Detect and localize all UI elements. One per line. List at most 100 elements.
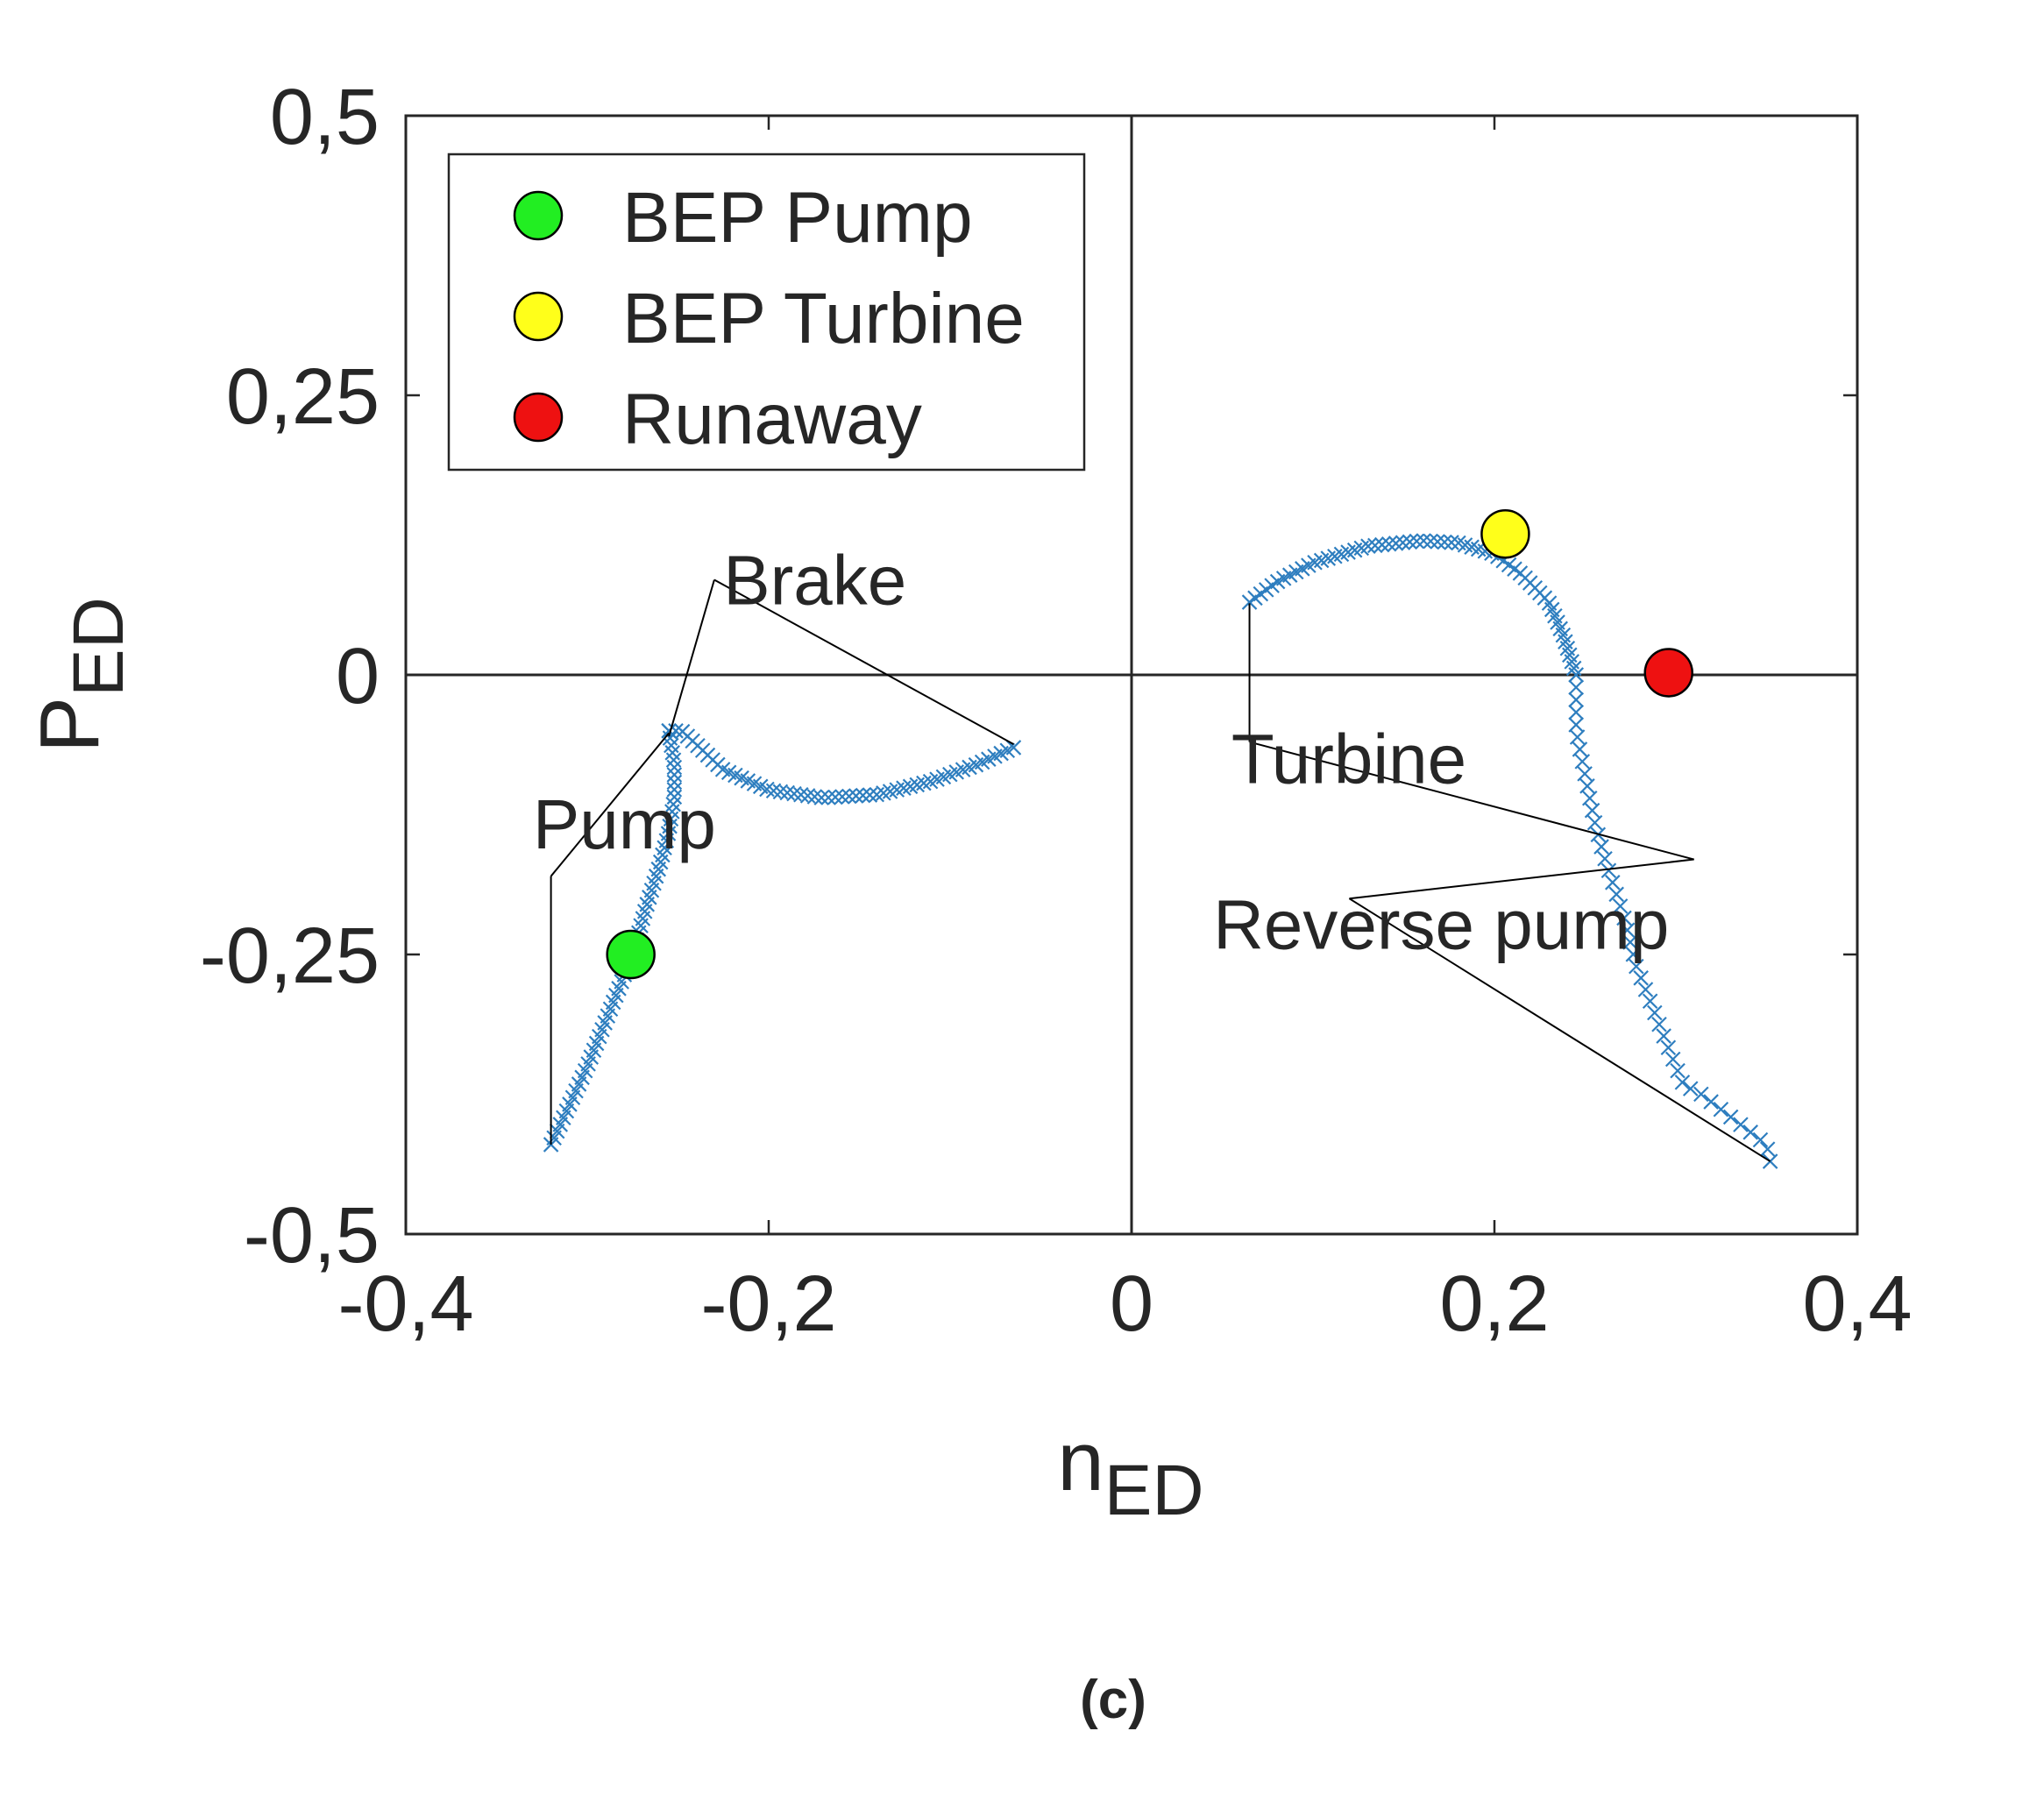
legend: BEP Pump BEP Turbine Runaway [447,153,1086,472]
data-point-marker [1742,1125,1758,1140]
y-tick-label: 0,5 [270,74,380,161]
y-axis-label-sub: ED [59,597,138,697]
data-point-marker [1674,1075,1691,1090]
data-point-marker [1569,729,1586,745]
data-point-marker [661,723,677,739]
annotation-leader-line [550,732,670,877]
x-axis-label-main: n [1057,1415,1104,1508]
x-tick-label: 0 [1110,1260,1153,1348]
data-point-marker [834,789,850,805]
legend-label: Runaway [622,380,922,459]
data-point-marker [1593,839,1609,855]
annotation-leader-line [1348,898,1771,1162]
data-point-marker [1633,970,1649,986]
data-point-marker [1625,947,1642,962]
data-series [543,533,1778,1169]
data-point-marker [1437,534,1452,550]
data-point-marker [786,785,802,802]
highlight-points [606,508,1693,980]
data-point-marker [1380,536,1397,552]
data-point-marker [1597,850,1613,867]
data-point-marker [772,784,789,800]
data-point-marker [1622,934,1638,950]
zero-lines [406,116,1857,1234]
data-point-marker [1664,1051,1681,1068]
data-point-marker [666,782,683,798]
data-point-marker [1367,537,1383,554]
legend-marker [513,392,564,443]
data-point-marker [1572,741,1588,757]
data-point-marker [1423,533,1438,550]
data-point-marker [666,774,683,791]
y-tick-label: 0,25 [226,353,380,441]
data-point-marker [1629,958,1644,975]
data-point-marker [1722,1109,1739,1125]
data-point-marker [1651,1017,1667,1032]
data-point-marker [1409,533,1425,550]
data-point-marker [1577,766,1593,782]
data-point-marker [1430,534,1445,550]
data-point-marker [1616,910,1632,926]
annotation-label: Pump [533,785,716,863]
y-tick-labels: -0,5 -0,25 0 0,25 0,5 [200,74,380,1280]
data-point-marker [1444,535,1459,550]
data-point-marker [1752,1132,1769,1148]
data-point-marker [820,790,836,805]
data-point-marker [848,788,864,804]
data-point-marker [1579,778,1595,794]
data-point-marker [1568,679,1584,696]
x-axis-label: nED [1057,1415,1203,1530]
x-tick-label: 0,4 [1802,1260,1912,1348]
data-point-marker [1581,790,1598,806]
y-axis-label-main: P [23,697,117,753]
annotation-leader-line [1349,858,1694,900]
data-point-marker [1402,534,1418,550]
data-point-marker [1703,1094,1719,1110]
data-point-marker [806,789,823,805]
annotation-leader-line [668,579,715,737]
data-point-marker [1005,740,1022,756]
data-point-marker [1395,535,1411,550]
annotation-label: Turbine [1231,720,1466,798]
annotation-label: Reverse pump [1213,886,1669,964]
x-tick-label: 0,2 [1439,1260,1549,1348]
data-point-marker [779,784,795,801]
y-tick-label: -0,5 [244,1192,380,1280]
data-point-marker [1568,717,1584,733]
legend-label: BEP Turbine [622,279,1025,358]
data-point-marker [1637,982,1654,997]
data-point-marker [1600,862,1617,879]
data-point-marker [1693,1086,1709,1103]
legend-label: BEP Pump [622,178,973,258]
legend-marker [513,291,564,342]
data-point-marker [1360,538,1376,554]
data-point-marker [1586,814,1603,831]
data-point-marker [813,790,830,805]
data-point-marker [1713,1101,1729,1117]
data-point-marker [765,783,782,799]
data-point-marker [666,767,683,783]
data-point-marker [841,788,857,805]
figure-caption: (c) [1080,1670,1146,1730]
data-point-marker [1642,993,1658,1010]
data-point-marker [1660,1039,1677,1056]
data-point-marker [1568,704,1584,720]
annotation-labels: Brake Pump Turbine Reverse pump [533,542,1669,964]
data-point-marker [1373,536,1390,553]
data-point-marker [1388,536,1404,551]
annotation-lines [550,578,1771,1162]
y-tick-label: 0 [336,633,380,720]
annotation-leader-line [713,578,1014,745]
highlight-point [1480,508,1530,559]
data-point-marker [1574,754,1591,770]
data-point-marker [1416,533,1431,549]
data-point-marker [1619,922,1636,938]
x-axis-label-sub: ED [1104,1451,1204,1530]
annotation-label: Brake [723,542,906,620]
y-axis-label: PED [23,597,138,753]
data-point-marker [1670,1062,1686,1079]
y-tick-label: -0,25 [200,912,380,1000]
data-point-marker [1612,898,1629,914]
x-tick-labels: -0,4 -0,2 0 0,2 0,4 [337,1260,1912,1348]
